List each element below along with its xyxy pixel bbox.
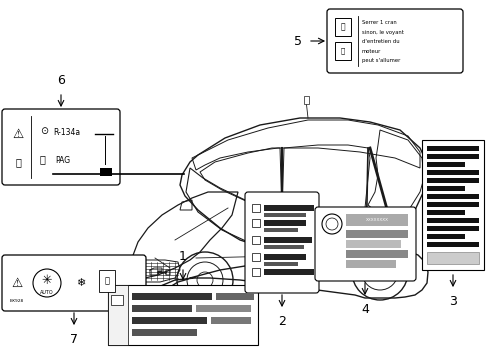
- Bar: [100, 168, 112, 176]
- Bar: [426, 202, 478, 207]
- Text: 2: 2: [278, 315, 285, 328]
- Bar: [111, 295, 123, 305]
- Text: 3: 3: [448, 295, 456, 308]
- Bar: [329, 222, 343, 227]
- Text: XXXXXXXX: XXXXXXXX: [365, 218, 387, 222]
- FancyBboxPatch shape: [326, 9, 462, 73]
- Bar: [264, 269, 313, 275]
- Text: 📋: 📋: [104, 276, 109, 285]
- Text: AUTO: AUTO: [40, 289, 54, 294]
- Bar: [108, 285, 258, 345]
- Bar: [346, 230, 407, 238]
- Bar: [426, 162, 464, 167]
- Bar: [216, 293, 253, 300]
- Bar: [304, 96, 308, 104]
- Text: peut s'allumer: peut s'allumer: [361, 58, 400, 63]
- Bar: [132, 317, 206, 324]
- Bar: [99, 270, 115, 292]
- Bar: [346, 260, 395, 268]
- Bar: [426, 186, 464, 191]
- Text: 🫙: 🫙: [40, 154, 46, 164]
- Text: 4: 4: [360, 303, 368, 316]
- FancyBboxPatch shape: [314, 207, 415, 281]
- Bar: [132, 293, 212, 300]
- Text: moteur: moteur: [361, 49, 381, 54]
- Bar: [426, 218, 478, 223]
- Bar: [426, 226, 478, 231]
- Bar: [426, 154, 478, 159]
- Bar: [264, 237, 311, 243]
- Bar: [426, 194, 478, 199]
- Bar: [196, 305, 250, 312]
- Bar: [421, 140, 483, 270]
- Bar: [264, 254, 305, 260]
- Bar: [251, 236, 260, 244]
- Text: 6: 6: [57, 74, 65, 87]
- Bar: [251, 268, 260, 276]
- Bar: [210, 317, 250, 324]
- Text: ⊙: ⊙: [40, 126, 48, 136]
- Text: ⚠: ⚠: [12, 127, 23, 140]
- Text: BX928: BX928: [10, 299, 24, 303]
- FancyBboxPatch shape: [2, 109, 120, 185]
- Text: ❄: ❄: [76, 278, 85, 288]
- Text: ⚠: ⚠: [11, 276, 22, 289]
- Bar: [249, 222, 264, 227]
- Text: 1: 1: [179, 250, 186, 263]
- Bar: [426, 252, 478, 264]
- Text: d'entretien du: d'entretien du: [361, 39, 399, 44]
- Bar: [108, 285, 128, 345]
- Bar: [132, 329, 197, 336]
- Bar: [426, 170, 478, 175]
- Bar: [264, 228, 297, 232]
- Text: Serrer 1 cran: Serrer 1 cran: [361, 20, 396, 25]
- Bar: [264, 220, 305, 226]
- Bar: [426, 210, 464, 215]
- Text: ✳: ✳: [41, 274, 52, 287]
- Bar: [251, 253, 260, 261]
- Bar: [251, 219, 260, 227]
- Text: 7: 7: [70, 333, 78, 346]
- Bar: [264, 205, 313, 211]
- Bar: [251, 204, 260, 212]
- FancyBboxPatch shape: [2, 255, 146, 311]
- Text: 📖: 📖: [340, 48, 345, 54]
- Bar: [346, 250, 407, 258]
- Bar: [346, 240, 400, 248]
- Text: 🛢: 🛢: [15, 157, 21, 167]
- Bar: [264, 213, 305, 217]
- Bar: [426, 146, 478, 151]
- Bar: [334, 18, 350, 36]
- Bar: [264, 245, 304, 249]
- Bar: [264, 262, 297, 266]
- Bar: [426, 242, 478, 247]
- FancyBboxPatch shape: [244, 192, 318, 293]
- Bar: [346, 214, 407, 226]
- Bar: [426, 234, 464, 239]
- Bar: [426, 178, 478, 183]
- Text: ⛽: ⛽: [340, 23, 345, 32]
- Text: sinon, le voyant: sinon, le voyant: [361, 30, 403, 35]
- Text: R-134a: R-134a: [53, 128, 80, 137]
- Bar: [334, 42, 350, 60]
- Bar: [132, 305, 192, 312]
- Text: PAG: PAG: [55, 156, 70, 165]
- Text: 5: 5: [293, 35, 302, 48]
